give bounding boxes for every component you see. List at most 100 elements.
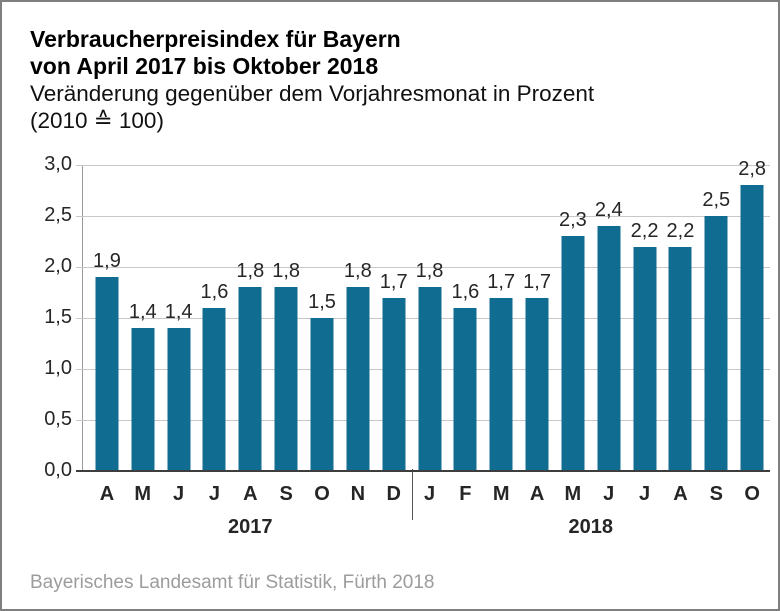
bar-value-label: 2,8 xyxy=(738,158,767,181)
bar-slot: 1,5 xyxy=(304,165,340,471)
gridline xyxy=(76,267,770,268)
bar xyxy=(310,318,334,471)
bar-slot: 2,3 xyxy=(555,165,591,471)
year-separator-line xyxy=(411,469,413,520)
bar xyxy=(489,297,513,471)
year-label: 2018 xyxy=(568,516,614,538)
chart-header: Verbraucherpreisindex für Bayern von Apr… xyxy=(30,26,594,134)
month-label: S xyxy=(279,483,293,505)
chart-title-line-2: von April 2017 bis Oktober 2018 xyxy=(30,53,379,79)
month-label: A xyxy=(99,483,115,505)
bar xyxy=(704,216,728,471)
bar xyxy=(95,277,119,471)
gridline xyxy=(76,216,770,217)
month-label: J xyxy=(423,483,436,505)
bar-slot: 1,7 xyxy=(483,165,519,471)
bar xyxy=(633,246,657,471)
chart-subtitle-line-2: (2010 ≙ 100) xyxy=(30,108,164,133)
month-label: J xyxy=(173,483,185,505)
bar-slot: 2,4 xyxy=(591,165,627,471)
month-label: O xyxy=(744,483,760,505)
month-label: J xyxy=(603,483,615,505)
bar-slot: 1,8 xyxy=(268,165,304,471)
bar-slot: 2,5 xyxy=(698,165,734,471)
bar xyxy=(740,185,764,471)
bar-value-label: 2,2 xyxy=(630,219,659,242)
bar-slot: 1,7 xyxy=(519,165,555,471)
bar-value-label: 1,7 xyxy=(379,270,408,293)
year-label: 2017 xyxy=(228,516,273,538)
bar-slot: 1,8 xyxy=(232,165,268,471)
bar-value-label: 1,6 xyxy=(200,280,229,303)
bar-value-label: 1,9 xyxy=(93,250,121,273)
y-axis-label: 1,0 xyxy=(44,357,72,379)
bar-slot: 1,8 xyxy=(412,165,448,471)
bar-value-label: 2,2 xyxy=(666,219,695,242)
bar-value-label: 2,4 xyxy=(594,199,623,222)
bar-value-label: 1,8 xyxy=(236,260,265,283)
bar-slot: 2,2 xyxy=(627,165,663,471)
month-label: A xyxy=(529,483,545,505)
bar xyxy=(453,307,477,471)
month-label: N xyxy=(350,483,366,505)
source-note: Bayerisches Landesamt für Statistik, Für… xyxy=(30,572,435,593)
month-label: M xyxy=(564,483,582,505)
bar-value-label: 1,6 xyxy=(451,280,480,303)
bar-value-label: 1,7 xyxy=(523,270,551,293)
bar-value-label: 1,4 xyxy=(164,301,193,324)
bar-slot: 1,6 xyxy=(447,165,483,471)
y-axis-label: 2,0 xyxy=(44,255,72,277)
bar-slot: 1,6 xyxy=(197,165,233,471)
bar xyxy=(561,236,585,471)
month-label: M xyxy=(134,483,152,505)
y-axis-label: 0,5 xyxy=(44,408,72,430)
bar-value-label: 1,8 xyxy=(343,260,372,283)
bar-value-label: 1,8 xyxy=(272,260,301,283)
bar xyxy=(418,287,442,471)
bar xyxy=(346,287,370,471)
y-axis-label: 1,5 xyxy=(44,306,72,328)
month-label: A xyxy=(243,483,258,505)
bar xyxy=(274,287,298,471)
y-axis-label: 2,5 xyxy=(44,204,72,226)
chart-title-line-1: Verbraucherpreisindex für Bayern xyxy=(30,26,401,52)
month-label: M xyxy=(492,483,510,505)
bar xyxy=(525,297,549,471)
plot-area: 1,9 1,4 1,4 1,6 1,8 1,8 1,5 1,8 1,7 1,8 1,6 1,7 1,7 2… xyxy=(44,153,770,481)
y-axis-label: 0,0 xyxy=(44,459,72,481)
bar xyxy=(131,328,155,471)
month-label: J xyxy=(208,483,221,505)
chart-subtitle-line-1: Veränderung gegenüber dem Vorjahresmonat… xyxy=(30,81,595,106)
y-axis-label: 3,0 xyxy=(44,153,72,175)
bar-slot: 2,8 xyxy=(734,158,770,471)
month-label: S xyxy=(709,483,723,505)
bar-slot: 1,8 xyxy=(340,165,376,471)
bar-value-label: 2,3 xyxy=(558,209,587,232)
bar-value-label: 2,5 xyxy=(702,189,731,211)
bar xyxy=(382,297,406,471)
bar-value-label: 1,5 xyxy=(308,291,336,313)
bars-container: 1,9 1,4 1,4 1,6 1,8 1,8 1,5 1,8 1,7 1,8 1,6 1,7 1,7 2… xyxy=(89,158,770,471)
bar-slot: 1,4 xyxy=(125,165,161,471)
bar-value-label: 1,7 xyxy=(487,270,516,293)
bar-value-label: 1,8 xyxy=(415,260,444,283)
gridline xyxy=(76,165,770,166)
bar xyxy=(597,226,621,471)
bar xyxy=(167,328,191,471)
month-label: J xyxy=(639,483,651,505)
month-label: A xyxy=(673,483,688,505)
bar-slot: 1,9 xyxy=(89,165,125,471)
x-axis-year-labels: 2017 2018 xyxy=(89,516,770,539)
bar xyxy=(202,307,226,471)
bar-value-label: 1,4 xyxy=(128,301,157,324)
bar-slot: 2,2 xyxy=(663,165,699,471)
bar-slot: 1,7 xyxy=(376,165,412,471)
month-label: F xyxy=(459,483,472,505)
bar xyxy=(668,246,692,471)
bar xyxy=(238,287,262,471)
x-axis-baseline xyxy=(76,470,770,472)
month-label: O xyxy=(314,483,330,505)
bar-slot: 1,4 xyxy=(161,165,197,471)
